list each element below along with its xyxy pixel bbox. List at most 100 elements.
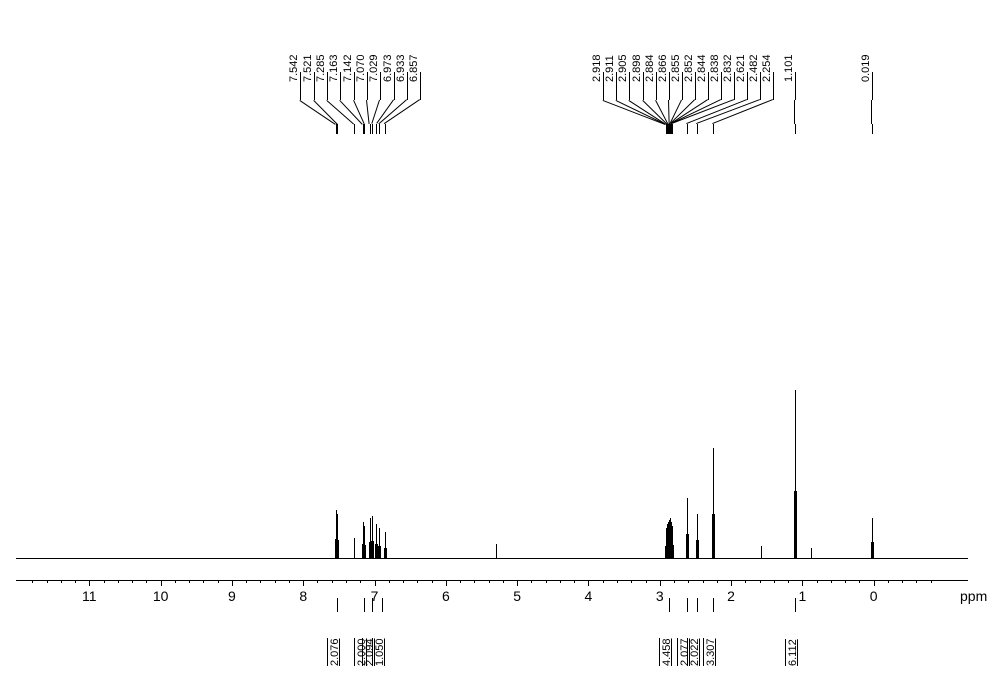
spectrum-peak-shoulder (688, 534, 689, 558)
x-axis-tick-label: 3 (656, 588, 664, 604)
spectrum-peak-shoulder (378, 546, 379, 558)
peak-ppm-label: 7.521 (302, 54, 314, 82)
x-axis-tick (89, 580, 90, 586)
spectrum-peak (761, 546, 762, 558)
peak-ppm-label: 2.852 (683, 54, 695, 82)
spectrum-peak-shoulder (686, 534, 687, 558)
spectrum-peak-shoulder (386, 548, 387, 558)
x-axis-minor-tick (432, 580, 433, 583)
x-axis-line (16, 580, 968, 581)
x-axis-minor-tick (47, 580, 48, 583)
peak-ppm-label: 2.911 (604, 55, 616, 82)
integral-bracket (372, 598, 373, 612)
x-axis-minor-tick (260, 580, 261, 583)
x-axis-minor-tick (817, 580, 818, 583)
peak-label-drop (370, 124, 371, 134)
x-axis-minor-tick (489, 580, 490, 583)
peak-label-drop (376, 124, 377, 134)
x-axis-minor-tick (189, 580, 190, 583)
integral-value-label: 1.050 (372, 638, 386, 666)
x-axis-tick (517, 580, 518, 586)
x-axis-tick-label: 2 (727, 588, 735, 604)
x-axis-minor-tick (546, 580, 547, 583)
spectrum-peak-shoulder (871, 542, 872, 558)
peak-ppm-label: 2.866 (657, 54, 669, 82)
spectrum-peak (811, 548, 812, 558)
x-axis-minor-tick (845, 580, 846, 583)
peak-label-stem (773, 72, 774, 100)
x-axis-minor-tick (360, 580, 361, 583)
peak-ppm-label: 2.254 (761, 54, 773, 82)
spectrum-peak-shoulder (696, 540, 697, 558)
x-axis-minor-tick (717, 580, 718, 583)
spectrum-peak (354, 538, 355, 558)
spectrum-peak-shoulder (796, 491, 797, 558)
x-axis-tick-label: 8 (299, 588, 307, 604)
integral-bracket (795, 598, 796, 612)
peak-ppm-label: 2.838 (709, 54, 721, 82)
x-axis-minor-tick (902, 580, 903, 583)
x-axis-minor-tick (218, 580, 219, 583)
peak-label-drop (337, 124, 338, 134)
spectrum-peak-shoulder (371, 541, 372, 558)
spectrum-peak-shoulder (373, 541, 374, 558)
x-axis-minor-tick (332, 580, 333, 583)
integral-value-label: 6.112 (785, 639, 799, 666)
x-axis-minor-tick (859, 580, 860, 583)
x-axis-minor-tick (346, 580, 347, 583)
x-axis-tick (446, 580, 447, 586)
spectrum-peak-shoulder (375, 544, 376, 558)
x-axis-minor-tick (916, 580, 917, 583)
x-axis-tick (375, 580, 376, 586)
x-axis-tick (731, 580, 732, 586)
peak-label-drop (687, 124, 688, 134)
x-axis-tick-label: 0 (870, 588, 878, 604)
integral-bracket (687, 598, 688, 612)
x-axis-minor-tick (745, 580, 746, 583)
x-axis-tick (303, 580, 304, 586)
x-axis-minor-tick (203, 580, 204, 583)
peak-ppm-label: 6.857 (408, 54, 420, 82)
spectrum-peak-shoulder (712, 514, 713, 558)
peak-ppm-label: 2.898 (631, 54, 643, 82)
x-axis-minor-tick (560, 580, 561, 583)
x-axis-minor-tick (146, 580, 147, 583)
x-axis-minor-tick (531, 580, 532, 583)
integral-bracket (669, 598, 670, 612)
integral-bracket (337, 598, 338, 612)
x-axis-minor-tick (674, 580, 675, 583)
peak-ppm-label: 1.101 (783, 54, 795, 82)
integral-bracket (713, 598, 714, 612)
x-axis-minor-tick (574, 580, 575, 583)
peak-ppm-label: 2.844 (696, 54, 708, 82)
x-axis-minor-tick (317, 580, 318, 583)
spectrum-peak-shoulder (671, 545, 672, 558)
x-axis-minor-tick (289, 580, 290, 583)
spectrum-peak-shoulder (336, 540, 337, 558)
spectrum-peak-shoulder (380, 546, 381, 558)
spectrum-peak-shoulder (698, 540, 699, 558)
x-axis-minor-tick (118, 580, 119, 583)
spectrum-peak-shoulder (363, 545, 364, 558)
x-axis-minor-tick (788, 580, 789, 583)
x-axis-unit-label: ppm (960, 588, 987, 604)
x-axis-minor-tick (474, 580, 475, 583)
peak-ppm-label: 2.918 (591, 54, 603, 82)
integral-value-label: 3.307 (703, 638, 717, 666)
spectrum-peak-shoulder (369, 542, 370, 558)
peak-ppm-label: 2.482 (748, 54, 760, 82)
integral-bracket (364, 598, 365, 612)
spectrum-peak-shoulder (714, 514, 715, 558)
spectrum-baseline (16, 558, 968, 559)
peak-label-drop (379, 124, 380, 134)
nmr-spectrum-figure: 7.5427.5217.2857.1637.1427.0707.0296.973… (0, 0, 1000, 673)
peak-ppm-label: 0.019 (860, 54, 872, 82)
spectrum-peak-shoulder (673, 545, 674, 558)
x-axis-tick-label: 10 (153, 588, 169, 604)
integral-bracket (382, 598, 383, 612)
x-axis-minor-tick (603, 580, 604, 583)
x-axis-tick (232, 580, 233, 586)
peak-ppm-label: 7.029 (368, 54, 380, 82)
x-axis-minor-tick (403, 580, 404, 583)
x-axis-minor-tick (931, 580, 932, 583)
